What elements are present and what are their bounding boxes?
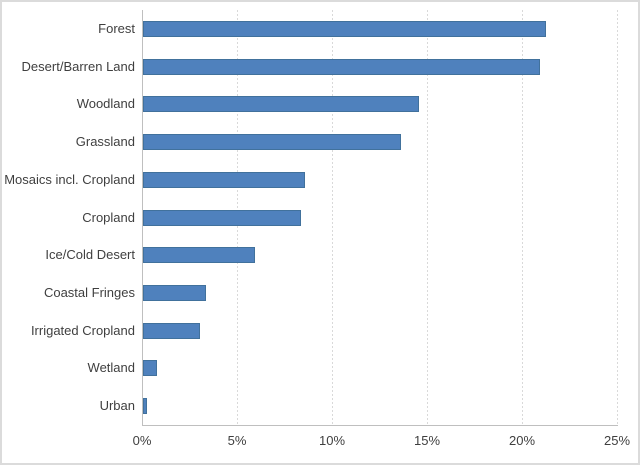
x-axis-line (142, 425, 618, 426)
category-label: Cropland (82, 209, 135, 225)
gridline-20 (522, 10, 523, 425)
bar-desert-barren-land (143, 58, 541, 75)
bar-grassland (143, 134, 402, 151)
x-tick-label: 10% (318, 433, 346, 448)
bar-irrigated-cropland (143, 322, 200, 339)
category-label: Wetland (87, 360, 135, 376)
bar-coastal-fringes (143, 284, 206, 301)
bar-wetland (143, 360, 158, 377)
x-tick-label: 15% (413, 433, 441, 448)
category-label: Forest (98, 20, 135, 36)
x-tick-label: 25% (603, 433, 631, 448)
gridline-25 (617, 10, 618, 425)
category-label: Urban (99, 398, 135, 414)
y-axis-line (142, 10, 143, 425)
bar-forest (143, 20, 546, 37)
bar-woodland (143, 96, 419, 113)
category-label: Coastal Fringes (43, 284, 135, 300)
x-tick-label: 0% (132, 433, 152, 448)
bar-cropland (143, 209, 301, 226)
gridline-10 (332, 10, 333, 425)
category-label: Desert/Barren Land (21, 58, 135, 74)
bar-mosaics-incl-cropland (143, 171, 305, 188)
category-label: Grassland (75, 134, 135, 150)
bar-urban (143, 398, 147, 415)
category-label: Ice/Cold Desert (45, 247, 135, 263)
x-tick-label: 5% (227, 433, 247, 448)
x-tick-label: 20% (508, 433, 536, 448)
category-label: Irrigated Cropland (30, 322, 135, 338)
category-label: Woodland (76, 96, 135, 112)
gridline-15 (427, 10, 428, 425)
bar-ice-cold-desert (143, 247, 256, 264)
category-label: Mosaics incl. Cropland (4, 171, 135, 187)
